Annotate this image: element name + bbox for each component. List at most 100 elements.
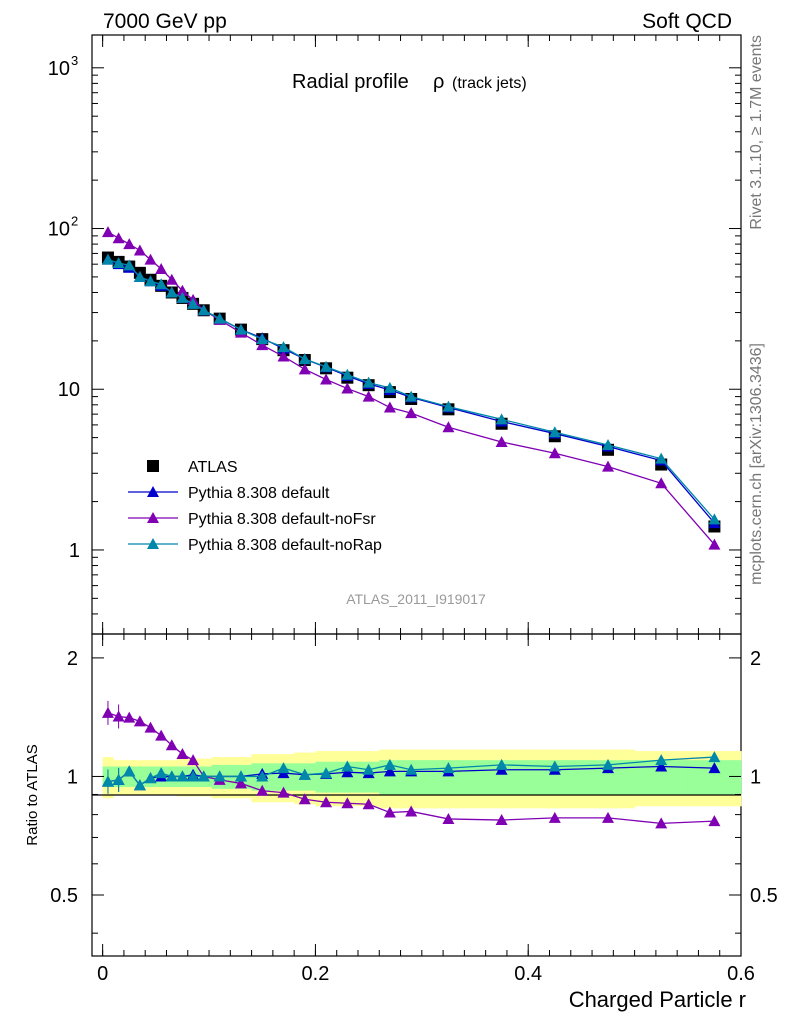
ratio-band-stat: [400, 760, 431, 795]
legend-marker: [147, 512, 159, 523]
ratio-series-2: [101, 751, 721, 794]
ratio-point: [176, 748, 189, 760]
data-point: [112, 257, 125, 269]
ratio-point: [495, 814, 508, 826]
ratio-point: [548, 811, 561, 823]
data-point: [144, 253, 157, 265]
energy-label: 7000 GeV pp: [103, 10, 227, 33]
legend: ATLAS Pythia 8.308 default Pythia 8.308 de…: [128, 459, 382, 554]
ratio-point: [123, 765, 136, 777]
ratio-point: [383, 758, 396, 770]
data-point: [256, 333, 269, 345]
ratio-tick-label: 2: [67, 648, 78, 670]
data-point: [165, 273, 178, 285]
ratio-point: [112, 710, 125, 722]
ratio-panel: 0 0.2 0.4 0.6 0.5 0.5 1 1 2 2 Ratio to ATLAS: [24, 633, 778, 985]
ratio-point: [298, 793, 311, 805]
data-point: [155, 262, 168, 274]
y-tick-label: 10: [48, 58, 70, 80]
ratio-point: [341, 766, 354, 778]
ratio-point: [341, 760, 354, 772]
data-point: [655, 477, 668, 489]
ratio-point: [277, 786, 290, 798]
legend-label: Pythia 8.308 default-noRap: [188, 537, 382, 554]
ratio-point: [362, 763, 375, 775]
ratio-point: [602, 811, 615, 823]
data-point: [213, 312, 226, 324]
ratio-point: [442, 812, 455, 824]
ratio-point: [383, 806, 396, 818]
chart-title: Radial profile: [292, 71, 409, 93]
data-point: [405, 407, 418, 419]
ratio-point: [234, 770, 247, 782]
ratio-point: [362, 798, 375, 810]
data-point: [234, 323, 247, 335]
ratio-point: [123, 711, 136, 723]
legend-marker: [147, 460, 159, 472]
analysis-watermark: ATLAS_2011_I919017: [346, 591, 486, 607]
data-point: [341, 382, 354, 394]
data-point: [133, 244, 146, 256]
legend-marker: [147, 486, 159, 497]
ratio-point: [320, 767, 333, 779]
ratio-point: [341, 797, 354, 809]
data-point: [277, 341, 290, 353]
data-point: [176, 284, 189, 296]
data-point: [602, 460, 615, 472]
chart-title-symbol: ρ: [433, 71, 444, 93]
ratio-point: [144, 721, 157, 733]
ratio-point: [256, 784, 269, 796]
ratio-point: [197, 770, 210, 782]
legend-marker: [147, 538, 159, 549]
data-point: [256, 339, 269, 351]
data-point: [548, 447, 561, 459]
data-point: [548, 426, 561, 438]
data-point: [708, 538, 721, 550]
data-point: [655, 452, 668, 464]
data-point: [123, 238, 136, 250]
ratio-point: [442, 762, 455, 774]
x-tick-label: 0.2: [302, 963, 330, 985]
ratio-tick-label-right: 2: [750, 648, 761, 670]
data-point: [383, 381, 396, 393]
data-point: [708, 513, 721, 525]
ratio-band-stat: [429, 760, 476, 795]
ratio-band-stat: [134, 766, 146, 788]
y-tick-label-exponent: 3: [71, 53, 78, 68]
data-point: [320, 360, 333, 372]
data-point: [187, 297, 200, 309]
ratio-point: [155, 767, 168, 779]
data-point: [155, 278, 168, 290]
ratio-point: [176, 770, 189, 782]
data-point: [101, 226, 114, 238]
ratio-point: [155, 729, 168, 741]
ratio-point: [298, 768, 311, 780]
ratio-y-axis-label: Ratio to ATLAS: [24, 744, 41, 845]
x-tick-label: 0.4: [514, 963, 542, 985]
ratio-point: [165, 770, 178, 782]
ratio-point: [655, 817, 668, 829]
ratio-tick-label: 1: [67, 766, 78, 788]
data-point: [341, 368, 354, 380]
data-point: [362, 376, 375, 388]
ratio-point: [187, 770, 200, 782]
data-point: [123, 259, 136, 271]
ratio-point: [495, 758, 508, 770]
data-point: [495, 435, 508, 447]
data-point: [383, 401, 396, 413]
y-tick-label-exponent: 2: [71, 214, 78, 229]
ratio-point: [277, 762, 290, 774]
ratio-point: [320, 796, 333, 808]
data-point: [101, 253, 114, 265]
y-tick-label: 1: [69, 540, 80, 562]
ratio-point: [133, 779, 146, 791]
ratio-band-stat: [123, 766, 136, 788]
data-point: [165, 286, 178, 298]
ratio-point: [101, 706, 114, 718]
ratio-point: [602, 758, 615, 770]
chart-title-suffix: (track jets): [452, 75, 527, 92]
ratio-point: [655, 760, 668, 772]
ratio-point: [708, 762, 721, 774]
data-point: [320, 373, 333, 385]
